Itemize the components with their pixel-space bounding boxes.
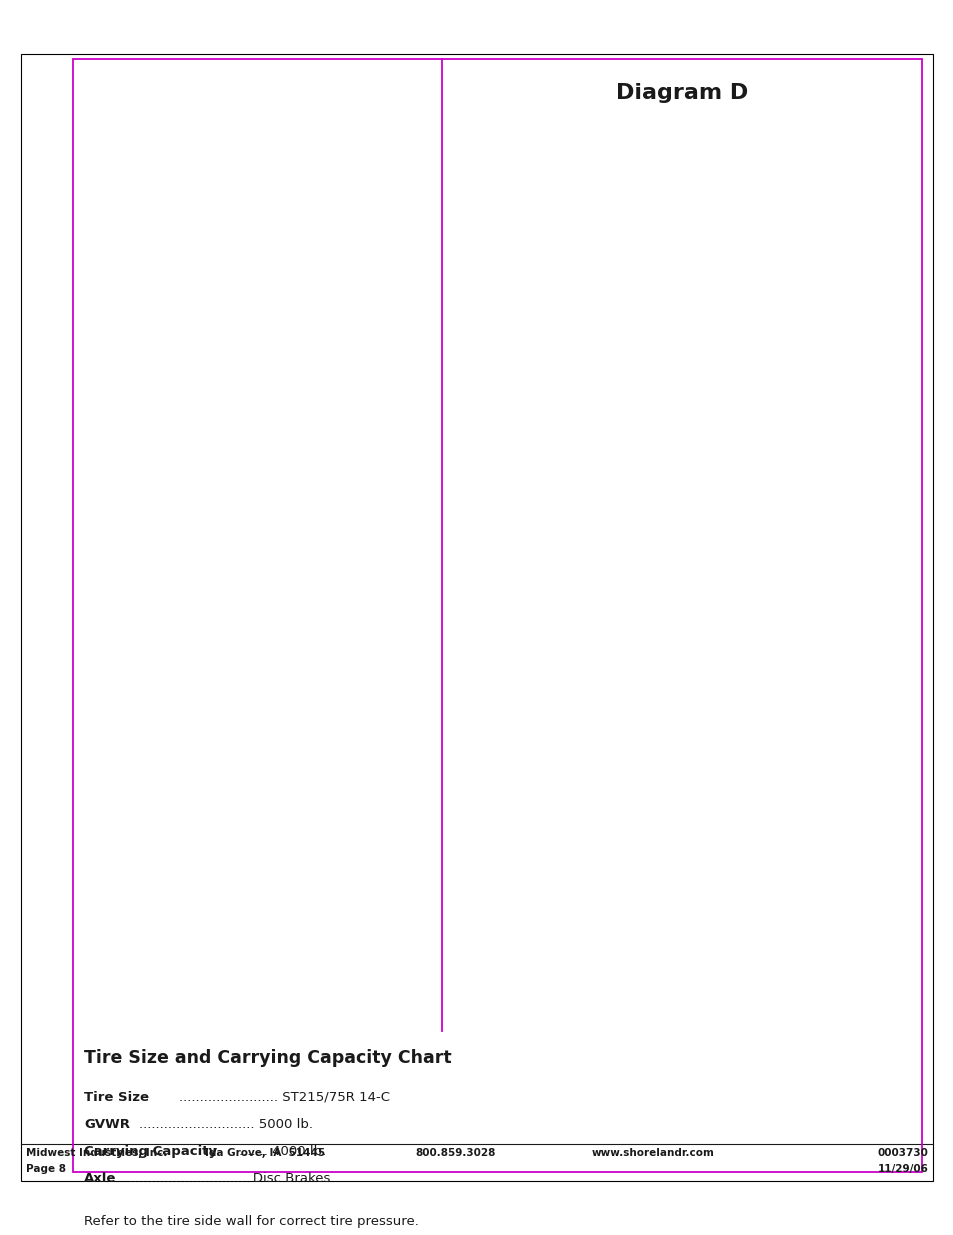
Text: 11/29/06: 11/29/06	[877, 1163, 927, 1173]
Text: Axle: Axle	[84, 1172, 116, 1186]
Text: ............................. Disc Brakes: ............................. Disc Brake…	[129, 1172, 330, 1186]
Text: Ida Grove, IA  51445: Ida Grove, IA 51445	[205, 1147, 325, 1157]
Text: Carrying Capacity: Carrying Capacity	[84, 1145, 217, 1158]
Text: ............................ 5000 lb.: ............................ 5000 lb.	[139, 1118, 313, 1131]
Text: Tire Size: Tire Size	[84, 1091, 149, 1104]
Text: www.shorelandr.com: www.shorelandr.com	[591, 1147, 714, 1157]
Text: Refer to the tire side wall for correct tire pressure.: Refer to the tire side wall for correct …	[84, 1215, 418, 1229]
Text: Diagram D: Diagram D	[615, 83, 747, 103]
Text: 800.859.3028: 800.859.3028	[415, 1147, 495, 1157]
Text: Midwest Industries, Inc.: Midwest Industries, Inc.	[26, 1147, 167, 1157]
Text: ....... 4000 lb.: ....... 4000 lb.	[238, 1145, 326, 1158]
Text: Page 8: Page 8	[26, 1163, 66, 1173]
Text: Tire Size and Carrying Capacity Chart: Tire Size and Carrying Capacity Chart	[84, 1049, 451, 1067]
Text: GVWR: GVWR	[84, 1118, 130, 1131]
Text: 0003730: 0003730	[877, 1147, 927, 1157]
Bar	[72, 59, 921, 1172]
Text: ........................ ST215/75R 14-C: ........................ ST215/75R 14-C	[179, 1091, 390, 1104]
